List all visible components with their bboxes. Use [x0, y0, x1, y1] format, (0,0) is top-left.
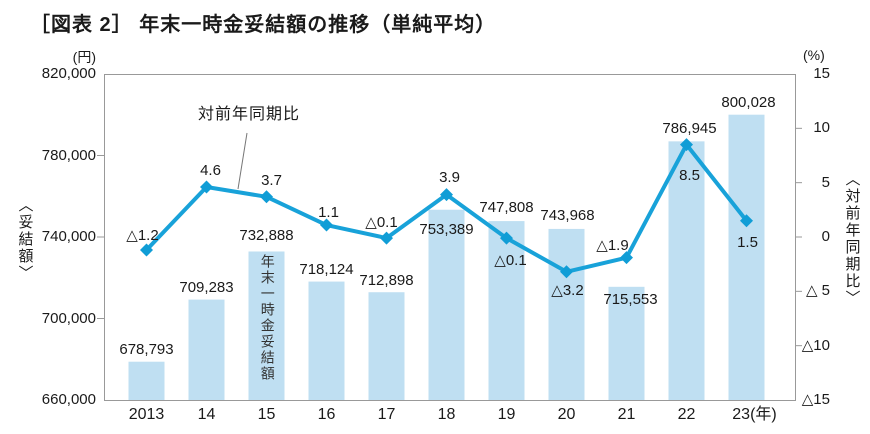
data-point-marker-17: [380, 231, 393, 245]
bar-22: [668, 141, 705, 401]
data-point-marker-19: [500, 231, 513, 245]
bar-17: [368, 292, 405, 400]
bar-15: [248, 251, 285, 400]
bar-16: [308, 281, 345, 400]
data-point-marker-14: [200, 180, 213, 194]
figure-title: ［図表 2］ 年末一時金妥結額の推移（単純平均）: [30, 14, 497, 36]
data-point-marker-23(年): [740, 214, 753, 228]
bar-20: [548, 228, 585, 400]
data-point-marker-15: [260, 190, 273, 204]
bar-23(年): [728, 114, 765, 401]
right-axis-unit: (%): [803, 47, 825, 63]
left-axis-title: 〈妥結額〉: [16, 197, 34, 282]
bar-series-inline-label: 年末一時金妥結額: [249, 254, 285, 390]
data-point-marker-20: [560, 265, 573, 279]
bar-14: [188, 299, 225, 400]
data-point-marker-2013: [140, 243, 153, 257]
right-axis-title: 〈対前年同期比〉: [843, 171, 861, 307]
bar-2013: [128, 361, 165, 400]
annotation-leader-line: [237, 132, 248, 190]
data-point-marker-22: [680, 138, 693, 152]
data-point-marker-16: [320, 218, 333, 232]
bar-series-inline-label-text: 年末一時金妥結額: [259, 254, 276, 382]
bar-18: [428, 209, 465, 400]
data-point-marker-21: [620, 251, 633, 265]
bar-19: [488, 221, 525, 400]
bar-21: [608, 286, 645, 400]
data-point-marker-18: [440, 188, 453, 202]
series-annotation-label: 対前年同期比: [198, 106, 301, 123]
left-axis-unit: (円): [72, 49, 96, 65]
